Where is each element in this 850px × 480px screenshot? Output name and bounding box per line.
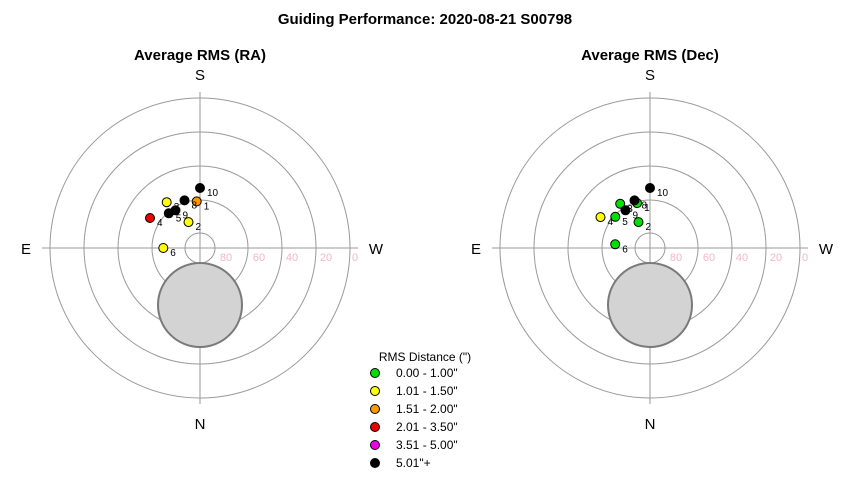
data-point — [620, 205, 631, 216]
data-point — [645, 183, 655, 193]
altitude-tick-label: 0 — [352, 252, 358, 264]
altitude-tick-label: 40 — [286, 252, 298, 264]
legend-item: 2.01 - 3.50" — [370, 420, 458, 434]
legend-item: 1.51 - 2.00" — [370, 402, 458, 416]
data-point-label: 8 — [642, 200, 648, 211]
data-point — [610, 211, 621, 222]
legend-label: 5.01"+ — [396, 456, 431, 470]
direction-label-left: E — [471, 241, 481, 258]
legend-item: 5.01"+ — [370, 456, 431, 470]
direction-label-right: W — [369, 241, 384, 258]
data-point — [179, 195, 190, 206]
data-point-label: 9 — [183, 210, 189, 221]
legend-item: 0.00 - 1.00" — [370, 366, 458, 380]
direction-label-top: S — [195, 67, 205, 84]
data-point-label: 5 — [622, 217, 628, 228]
legend-swatch — [370, 404, 380, 414]
polar-grid — [42, 92, 358, 404]
polar-grid — [492, 92, 808, 404]
direction-label-bottom: N — [195, 416, 206, 433]
data-point — [161, 197, 172, 208]
panel-dec: Average RMS (Dec) 80 60 40 20 0 S N E W … — [471, 47, 834, 433]
altitude-tick-label: 20 — [770, 252, 782, 264]
direction-label-bottom: N — [645, 416, 656, 433]
data-point — [595, 212, 606, 223]
data-points: 1810359426 — [145, 183, 219, 259]
data-point-label: 5 — [176, 213, 182, 224]
data-point-label: 8 — [192, 200, 198, 211]
data-point-label: 4 — [608, 217, 614, 228]
altitude-tick-label: 80 — [220, 252, 232, 264]
data-point-label: 6 — [622, 244, 628, 255]
data-point — [633, 217, 644, 228]
altitude-tick-label: 60 — [703, 252, 715, 264]
data-point-label: 6 — [170, 248, 176, 259]
data-point-label: 2 — [646, 222, 652, 233]
legend-label: 3.51 - 5.00" — [396, 438, 458, 452]
direction-label-left: E — [21, 241, 31, 258]
legend: RMS Distance (") 0.00 - 1.00" 1.01 - 1.5… — [370, 350, 471, 470]
data-point-label: 9 — [633, 210, 639, 221]
data-point-label: 2 — [196, 222, 202, 233]
data-point-label: 1 — [204, 201, 210, 212]
legend-swatch — [370, 458, 380, 468]
data-point — [629, 195, 640, 206]
data-point — [610, 239, 621, 250]
altitude-tick-label: 60 — [253, 252, 265, 264]
altitude-tick-labels: 80 60 40 20 0 — [220, 252, 358, 264]
data-point-label: 1 — [644, 203, 650, 214]
altitude-tick-label: 80 — [670, 252, 682, 264]
data-point — [183, 217, 194, 228]
panel-ra: Average RMS (RA) 80 60 40 20 0 S N E W 1… — [21, 47, 384, 433]
data-point — [191, 196, 202, 207]
data-point — [170, 205, 181, 216]
pole-disk — [607, 262, 693, 348]
legend-label: 1.01 - 1.50" — [396, 384, 458, 398]
altitude-tick-label: 20 — [320, 252, 332, 264]
legend-label: 2.01 - 3.50" — [396, 420, 458, 434]
data-point — [145, 213, 155, 223]
legend-swatch — [370, 440, 380, 450]
direction-label-top: S — [645, 67, 655, 84]
legend-item: 1.01 - 1.50" — [370, 384, 458, 398]
panel-title: Average RMS (Dec) — [581, 47, 719, 64]
legend-swatch — [370, 368, 380, 378]
data-point-label: 4 — [157, 218, 163, 229]
direction-label-right: W — [819, 241, 834, 258]
data-point-label: 10 — [657, 188, 669, 199]
legend-label: 1.51 - 2.00" — [396, 402, 458, 416]
altitude-tick-label: 0 — [802, 252, 808, 264]
altitude-tick-label: 40 — [736, 252, 748, 264]
data-point — [158, 243, 169, 253]
data-point — [615, 198, 626, 209]
legend-swatch — [370, 422, 380, 432]
legend-label: 0.00 - 1.00" — [396, 366, 458, 380]
legend-title: RMS Distance (") — [379, 350, 471, 364]
legend-item: 3.51 - 5.00" — [370, 438, 458, 452]
main-title: Guiding Performance: 2020-08-21 S00798 — [278, 11, 572, 28]
data-points: 1810359426 — [595, 183, 669, 255]
legend-swatch — [370, 386, 380, 396]
pole-disk — [157, 262, 243, 348]
panel-title: Average RMS (RA) — [134, 47, 266, 64]
data-point-label: 10 — [207, 188, 219, 199]
data-point — [195, 183, 205, 193]
altitude-tick-labels: 80 60 40 20 0 — [670, 252, 808, 264]
